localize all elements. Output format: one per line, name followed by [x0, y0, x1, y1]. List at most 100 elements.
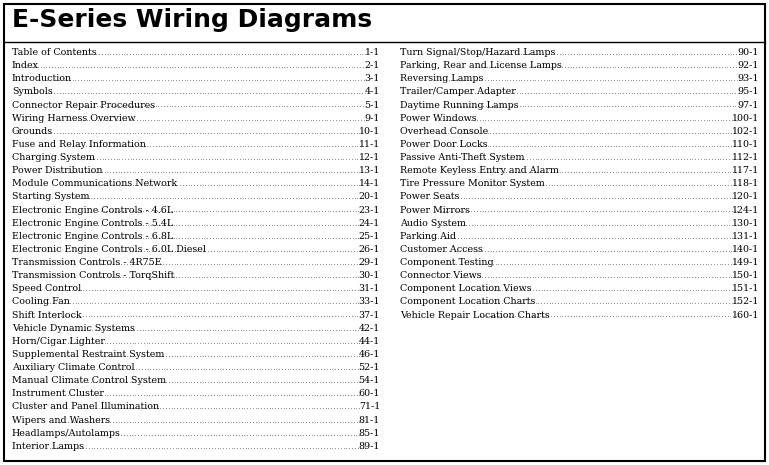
Text: 29-1: 29-1: [358, 258, 380, 267]
Text: 131-1: 131-1: [731, 232, 759, 241]
Text: Charging System: Charging System: [12, 153, 95, 162]
Text: 90-1: 90-1: [737, 48, 759, 57]
Text: 89-1: 89-1: [358, 442, 380, 451]
Text: Electronic Engine Controls - 6.0L Diesel: Electronic Engine Controls - 6.0L Diesel: [12, 245, 206, 254]
Text: 5-1: 5-1: [365, 100, 380, 110]
Text: Remote Keyless Entry and Alarm: Remote Keyless Entry and Alarm: [400, 166, 559, 175]
Text: 37-1: 37-1: [358, 311, 380, 319]
Text: 26-1: 26-1: [358, 245, 380, 254]
Text: Daytime Running Lamps: Daytime Running Lamps: [400, 100, 518, 110]
Text: 13-1: 13-1: [358, 166, 380, 175]
Text: Component Location Charts: Component Location Charts: [400, 298, 535, 306]
Text: Supplemental Restraint System: Supplemental Restraint System: [12, 350, 165, 359]
Text: Power Distribution: Power Distribution: [12, 166, 102, 175]
Text: 160-1: 160-1: [731, 311, 759, 319]
Text: E-Series Wiring Diagrams: E-Series Wiring Diagrams: [12, 8, 372, 32]
Text: 30-1: 30-1: [358, 271, 380, 280]
Text: Connector Repair Procedures: Connector Repair Procedures: [12, 100, 155, 110]
Text: Electronic Engine Controls - 5.4L: Electronic Engine Controls - 5.4L: [12, 219, 173, 228]
Text: 117-1: 117-1: [732, 166, 759, 175]
Text: 97-1: 97-1: [737, 100, 759, 110]
Text: 60-1: 60-1: [358, 389, 380, 399]
Text: Grounds: Grounds: [12, 127, 53, 136]
Text: Connector Views: Connector Views: [400, 271, 481, 280]
Text: Auxiliary Climate Control: Auxiliary Climate Control: [12, 363, 135, 372]
Text: 52-1: 52-1: [358, 363, 380, 372]
Text: Power Door Locks: Power Door Locks: [400, 140, 488, 149]
Text: 140-1: 140-1: [732, 245, 759, 254]
Text: Module Communications Network: Module Communications Network: [12, 179, 177, 188]
Text: 14-1: 14-1: [359, 179, 380, 188]
Text: 54-1: 54-1: [358, 376, 380, 385]
Text: Horn/Cigar Lighter: Horn/Cigar Lighter: [12, 337, 105, 346]
Text: Introduction: Introduction: [12, 74, 72, 83]
Text: Speed Control: Speed Control: [12, 284, 82, 293]
Text: 31-1: 31-1: [358, 284, 380, 293]
Text: 25-1: 25-1: [358, 232, 380, 241]
Text: Turn Signal/Stop/Hazard Lamps: Turn Signal/Stop/Hazard Lamps: [400, 48, 555, 57]
Text: 100-1: 100-1: [732, 113, 759, 123]
Text: 11-1: 11-1: [359, 140, 380, 149]
Text: Fuse and Relay Information: Fuse and Relay Information: [12, 140, 146, 149]
Text: Vehicle Dynamic Systems: Vehicle Dynamic Systems: [12, 324, 135, 333]
Text: Interior Lamps: Interior Lamps: [12, 442, 84, 451]
Text: 81-1: 81-1: [359, 416, 380, 425]
Text: Overhead Console: Overhead Console: [400, 127, 488, 136]
Text: 124-1: 124-1: [732, 206, 759, 214]
Text: 44-1: 44-1: [359, 337, 380, 346]
Text: Power Windows: Power Windows: [400, 113, 477, 123]
Text: Wiring Harness Overview: Wiring Harness Overview: [12, 113, 135, 123]
Text: Reversing Lamps: Reversing Lamps: [400, 74, 484, 83]
Text: Table of Contents: Table of Contents: [12, 48, 97, 57]
Text: Manual Climate Control System: Manual Climate Control System: [12, 376, 166, 385]
Text: Tire Pressure Monitor System: Tire Pressure Monitor System: [400, 179, 544, 188]
Text: Component Location Views: Component Location Views: [400, 284, 531, 293]
Text: 95-1: 95-1: [737, 87, 759, 96]
Text: 92-1: 92-1: [737, 61, 759, 70]
Text: 4-1: 4-1: [365, 87, 380, 96]
Text: Electronic Engine Controls - 6.8L: Electronic Engine Controls - 6.8L: [12, 232, 173, 241]
Text: Headlamps/Autolamps: Headlamps/Autolamps: [12, 429, 121, 438]
Text: Wipers and Washers: Wipers and Washers: [12, 416, 110, 425]
Text: Transmission Controls - 4R75E: Transmission Controls - 4R75E: [12, 258, 161, 267]
Text: Shift Interlock: Shift Interlock: [12, 311, 82, 319]
Text: Power Mirrors: Power Mirrors: [400, 206, 470, 214]
Text: 3-1: 3-1: [365, 74, 380, 83]
Text: Index: Index: [12, 61, 39, 70]
Text: 12-1: 12-1: [359, 153, 380, 162]
Text: 33-1: 33-1: [358, 298, 380, 306]
Text: Electronic Engine Controls - 4.6L: Electronic Engine Controls - 4.6L: [12, 206, 173, 214]
Text: Power Seats: Power Seats: [400, 193, 459, 201]
Text: Starting System: Starting System: [12, 193, 89, 201]
Text: 46-1: 46-1: [358, 350, 380, 359]
Text: 120-1: 120-1: [732, 193, 759, 201]
Text: Symbols: Symbols: [12, 87, 53, 96]
Text: 110-1: 110-1: [732, 140, 759, 149]
Text: 118-1: 118-1: [732, 179, 759, 188]
Text: Passive Anti-Theft System: Passive Anti-Theft System: [400, 153, 524, 162]
Text: Component Testing: Component Testing: [400, 258, 494, 267]
Text: 150-1: 150-1: [731, 271, 759, 280]
Text: 112-1: 112-1: [732, 153, 759, 162]
Text: 93-1: 93-1: [737, 74, 759, 83]
Text: Audio System: Audio System: [400, 219, 466, 228]
Text: Vehicle Repair Location Charts: Vehicle Repair Location Charts: [400, 311, 550, 319]
Text: Trailer/Camper Adapter: Trailer/Camper Adapter: [400, 87, 516, 96]
Text: 42-1: 42-1: [359, 324, 380, 333]
Text: 24-1: 24-1: [359, 219, 380, 228]
Text: 2-1: 2-1: [365, 61, 380, 70]
Text: 149-1: 149-1: [731, 258, 759, 267]
Text: 20-1: 20-1: [359, 193, 380, 201]
Text: Parking Aid: Parking Aid: [400, 232, 456, 241]
Text: Customer Access: Customer Access: [400, 245, 483, 254]
Text: 151-1: 151-1: [731, 284, 759, 293]
Text: 9-1: 9-1: [365, 113, 380, 123]
Text: Parking, Rear and License Lamps: Parking, Rear and License Lamps: [400, 61, 562, 70]
Text: 130-1: 130-1: [731, 219, 759, 228]
Text: Transmission Controls - TorqShift: Transmission Controls - TorqShift: [12, 271, 175, 280]
Text: Instrument Cluster: Instrument Cluster: [12, 389, 104, 399]
Text: 23-1: 23-1: [358, 206, 380, 214]
Text: 10-1: 10-1: [359, 127, 380, 136]
Text: 71-1: 71-1: [359, 403, 380, 412]
Text: 85-1: 85-1: [358, 429, 380, 438]
